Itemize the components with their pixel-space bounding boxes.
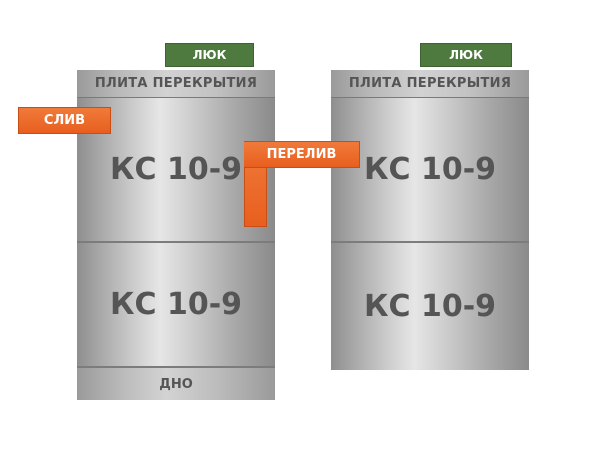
right-well-hatch: ЛЮК [420, 43, 512, 67]
left-well-cover-plate: ПЛИТА ПЕРЕКРЫТИЯ [77, 70, 275, 98]
right-well-ring-bottom: КС 10-9 [331, 243, 529, 370]
right-well-cover-plate: ПЛИТА ПЕРЕКРЫТИЯ [331, 70, 529, 98]
left-well-bottom: ДНО [77, 368, 275, 400]
left-well-hatch: ЛЮК [165, 43, 254, 67]
right-well: ЛЮК ПЛИТА ПЕРЕКРЫТИЯ КС 10-9 КС 10-9 [331, 43, 529, 370]
drain-pipe: СЛИВ [18, 107, 111, 134]
right-well-ring-top: КС 10-9 [331, 98, 529, 243]
left-well-ring-bottom: КС 10-9 [77, 243, 275, 368]
overflow-pipe-label: ПЕРЕЛИВ [244, 141, 360, 168]
